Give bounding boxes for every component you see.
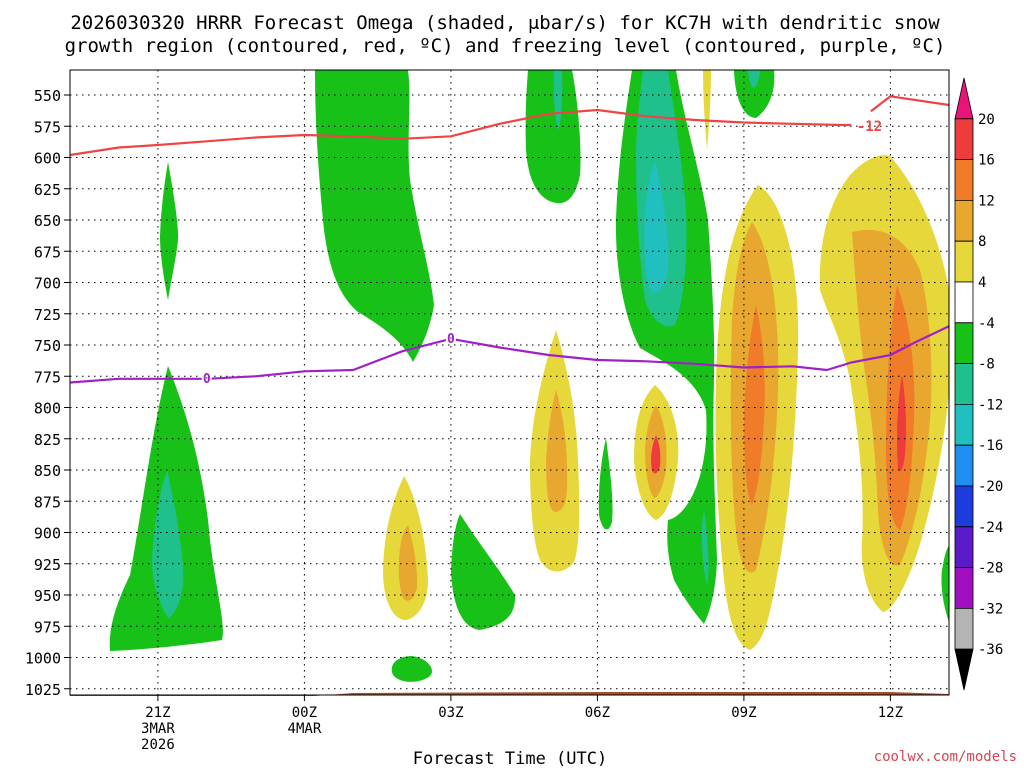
title-line-1: 2026030320 HRRR Forecast Omega (shaded, …	[70, 12, 940, 34]
colorbar-swatch	[954, 77, 974, 120]
colorbar-swatch	[954, 159, 974, 201]
colorbar-swatch	[954, 404, 974, 446]
colorbar-label: 16	[978, 153, 995, 169]
omega-cell-red	[897, 375, 906, 472]
y-tick-label: 925	[34, 556, 61, 574]
y-tick-label: 650	[34, 212, 61, 230]
title-line-2: growth region (contoured, red, ºC) and f…	[65, 35, 946, 57]
colorbar-label: -12	[978, 397, 1003, 413]
x-tick-label: 03Z	[438, 705, 463, 721]
y-tick-label: 575	[34, 118, 61, 136]
y-tick-label: 1025	[25, 681, 61, 699]
x-tick-label: 09Z	[731, 705, 756, 721]
colorbar-label: 4	[978, 275, 986, 291]
colorbar-label: -36	[978, 642, 1003, 658]
freezing-label-background	[201, 370, 212, 384]
colorbar-swatch	[954, 363, 974, 405]
colorbar-label: -24	[978, 520, 1003, 536]
omega-cell-yellow	[703, 70, 711, 150]
colorbar-label: -32	[978, 601, 1003, 617]
colorbar-swatch	[954, 281, 974, 324]
colorbar-label: -28	[978, 561, 1003, 577]
x-tick-label: 21Z	[145, 705, 170, 721]
colorbar-label: -16	[978, 438, 1003, 454]
colorbar-label: -4	[978, 316, 995, 332]
chart-title: 2026030320 HRRR Forecast Omega (shaded, …	[65, 12, 946, 57]
dotted-grid	[70, 70, 949, 695]
y-tick-label: 800	[34, 400, 61, 418]
omega-cell-teal	[152, 470, 184, 618]
colorbar-swatch	[954, 485, 974, 528]
y-tick-label: 550	[34, 87, 61, 105]
colorbar-swatch	[954, 567, 974, 609]
colorbar-label: -20	[978, 479, 1003, 495]
contour-lines: -12 0 0	[69, 95, 950, 387]
dgz-contour-line	[69, 108, 852, 157]
x-tick-label: 12Z	[878, 705, 903, 721]
colorbar-swatch	[954, 608, 974, 650]
colorbar-swatch	[954, 118, 974, 160]
omega-cell-orange	[744, 305, 765, 505]
omega-cell-teal	[748, 70, 760, 88]
plot-area: -12 0 0	[69, 69, 950, 696]
omega-cell-teal	[701, 508, 709, 585]
omega-cell-orange-light	[398, 525, 418, 601]
y-tick-label: 825	[34, 431, 61, 449]
freezing-level-label: 0	[447, 332, 455, 347]
colorbar-label: -8	[978, 357, 995, 373]
dgz-contour-line	[870, 95, 950, 113]
y-tick-label: 875	[34, 493, 61, 511]
y-tick-label: 850	[34, 462, 61, 480]
omega-cell-green	[598, 438, 613, 530]
omega-cell-cyan	[644, 160, 669, 293]
y-tick-label: 700	[34, 275, 61, 293]
colorbar-label: 20	[978, 112, 995, 128]
x-tick-label: 4MAR	[288, 721, 322, 737]
colorbar-label: 8	[978, 234, 986, 250]
omega-cell-green	[525, 70, 581, 204]
y-tick-label: 775	[34, 368, 61, 386]
freezing-level-label: 0	[203, 372, 211, 387]
omega-cell-green	[160, 162, 179, 300]
credit-link[interactable]: coolwx.com/models	[874, 749, 1017, 765]
y-tick-label: 900	[34, 525, 61, 543]
omega-cell-green	[315, 70, 434, 362]
colorbar-swatch	[954, 526, 974, 568]
x-axis-label: Forecast Time (UTC)	[413, 749, 607, 768]
colorbar-swatch	[954, 648, 974, 691]
x-tick-label: 3MAR	[141, 721, 175, 737]
x-tick-label: 2026	[141, 737, 175, 753]
colorbar-swatch	[954, 200, 974, 242]
y-tick-label: 950	[34, 587, 61, 605]
plot-frame	[69, 69, 950, 696]
freezing-label-background	[445, 330, 456, 344]
omega-shading	[109, 70, 949, 682]
y-tick-label: 750	[34, 337, 61, 355]
omega-cell-green	[391, 656, 432, 682]
colorbar-swatch	[954, 322, 974, 364]
omega-cell-orange-light	[546, 390, 568, 512]
colorbar-label: 12	[978, 193, 995, 209]
colorbar-swatch	[954, 444, 974, 487]
freezing-level-line	[69, 325, 950, 384]
dgz-contour-label: -12	[857, 119, 882, 135]
omega-cell-teal	[553, 70, 563, 130]
y-tick-label: 600	[34, 150, 61, 168]
y-tick-label: 675	[34, 243, 61, 261]
y-tick-label: 975	[34, 618, 61, 636]
y-tick-label: 725	[34, 306, 61, 324]
omega-cell-green	[451, 514, 516, 630]
x-tick-label: 06Z	[585, 705, 610, 721]
colorbar: 20 16 12 8 4 -4 -8 -12 -16 -20 -24 -28 -32 -36	[954, 77, 1003, 691]
y-tick-label: 1000	[25, 650, 61, 668]
omega-cell-red	[651, 435, 661, 474]
y-axis-ticks: 550 575 600 625 650 675 700 725 750 775 800 825 850 8…	[25, 87, 70, 699]
x-tick-label: 00Z	[292, 705, 317, 721]
y-tick-label: 625	[34, 181, 61, 199]
colorbar-swatch	[954, 240, 974, 283]
